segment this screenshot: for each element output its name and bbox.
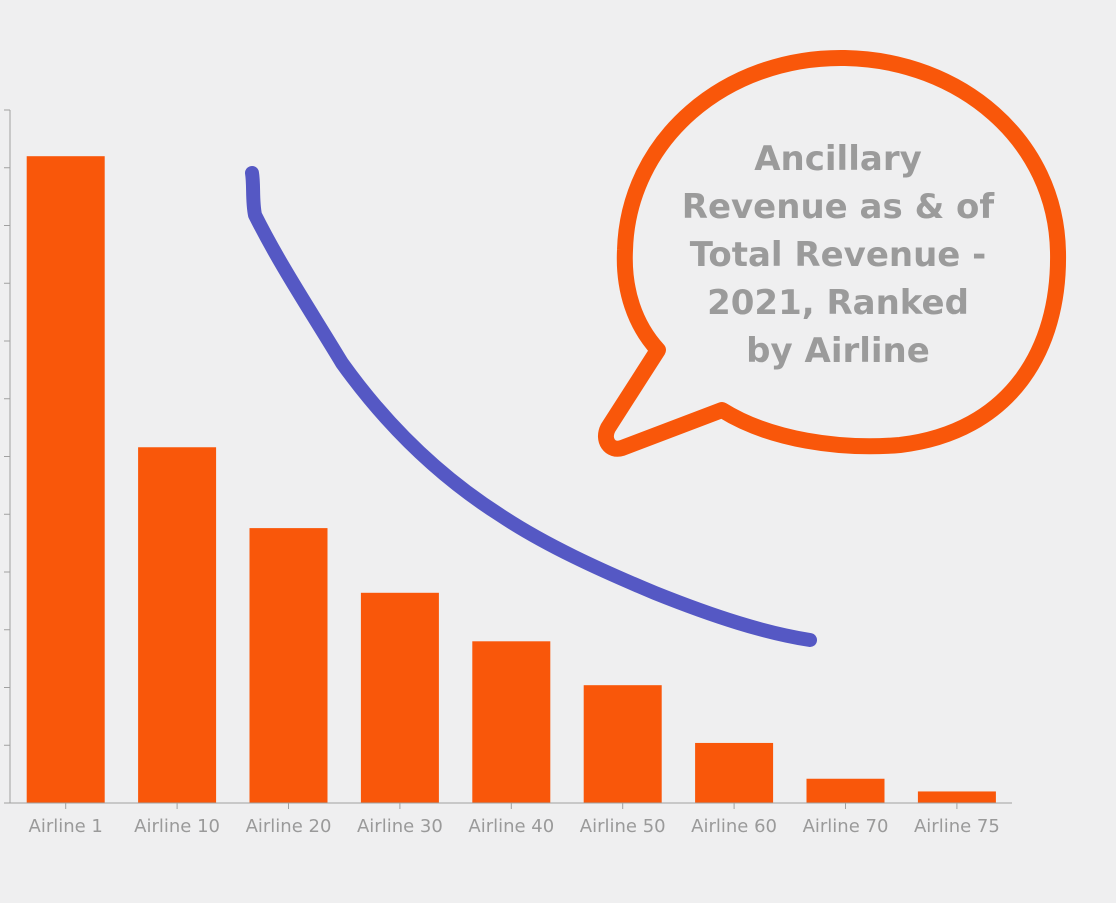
bar: [917, 791, 996, 803]
x-tick-label: Airline 1: [29, 816, 103, 837]
x-tick-label: Airline 40: [468, 816, 554, 837]
x-tick-label: Airline 75: [914, 816, 1000, 837]
bar: [806, 778, 885, 803]
bar: [138, 447, 217, 803]
bar: [26, 156, 105, 803]
bar: [583, 685, 662, 803]
x-tick-label: Airline 10: [134, 816, 220, 837]
chart-title-line: Total Revenue -: [690, 235, 987, 275]
x-tick-label: Airline 60: [691, 816, 777, 837]
x-axis: Airline 1 Airline 10 Airline 20 Airline 30 A…: [10, 802, 1012, 837]
trend-curve: [245, 166, 817, 647]
bar: [472, 641, 551, 803]
bar: [695, 742, 774, 803]
speech-bubble-icon: [598, 49, 1067, 457]
bar: [249, 528, 328, 803]
y-axis: [4, 109, 11, 804]
chart-title-line: Revenue as & of: [682, 187, 996, 227]
title-callout: Ancillary Revenue as & of Total Revenue - 2…: [598, 49, 1067, 457]
x-tick-label: Airline 30: [357, 816, 443, 837]
bars: [26, 156, 996, 803]
x-tick-label: Airline 70: [803, 816, 889, 837]
bar: [360, 592, 439, 803]
x-tick-label: Airline 20: [246, 816, 332, 837]
chart-title-line: Ancillary: [754, 139, 922, 179]
x-tick-label: Airline 50: [580, 816, 666, 837]
chart-title-line: 2021, Ranked: [707, 283, 969, 323]
chart-title: Ancillary Revenue as & of Total Revenue - 2…: [682, 139, 996, 371]
chart-title-line: by Airline: [746, 331, 930, 371]
